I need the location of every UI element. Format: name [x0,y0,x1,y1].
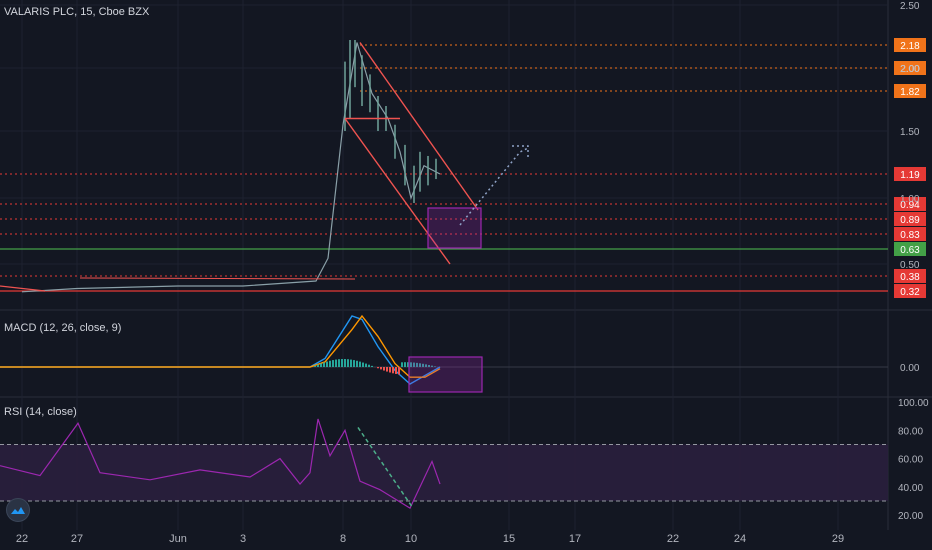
time-axis-tick: 29 [832,533,844,545]
rsi-pane [0,418,888,509]
rsi-axis-tick: 40.00 [898,483,923,494]
time-axis-tick: 17 [569,533,581,545]
price-level-label: 1.19 [900,170,920,181]
logo-icon [11,507,25,514]
rsi-line [0,418,441,509]
price-level-label: 1.82 [900,87,920,98]
time-axis-tick: 22 [667,533,679,545]
price-level-badge [894,197,926,211]
macd-highlight-box [408,356,483,393]
rsi-axis-tick: 100.00 [898,398,929,409]
target-zone-box [427,207,482,249]
projection-arrow [459,145,529,226]
price-axis-tick: 0.50 [900,260,920,271]
time-axis-tick: 22 [16,533,28,545]
time-axis-tick: 8 [340,533,346,545]
brand-logo[interactable] [6,498,30,522]
price-axis-tick: 1.00 [900,194,920,205]
rsi-axis-tick: 80.00 [898,426,923,437]
price-level-badge [894,167,926,181]
chart-drawings [0,42,529,292]
rsi-axis-tick: 60.00 [898,455,923,466]
price-level-label: 2.18 [900,41,920,52]
rsi-trendline [357,427,413,508]
price-levels: 2.18 2.00 1.82 1.19 0.94 0.89 0.83 0.63 0.38 0.32 [0,38,926,298]
price-level-badge [894,242,926,256]
trendline-flat [79,277,356,280]
macd-pane-title: MACD (12, 26, close, 9) [4,322,122,334]
price-level-badge [894,84,926,98]
time-axis-tick: 3 [240,533,246,545]
macd-pane [0,314,888,393]
axes: 2.50 2.00 1.50 1.00 0.50 0.00 100.00 80.00 60.00… [16,1,929,545]
price-level-label: 0.32 [900,287,920,298]
price-level-badge [894,38,926,52]
time-axis-tick: 15 [503,533,515,545]
price-level-badge [894,61,926,75]
time-axis-tick: 27 [71,533,83,545]
price-axis-tick: 2.50 [900,1,920,12]
time-axis-tick: Jun [169,533,187,545]
signal-line [0,314,441,378]
price-level-badge [894,284,926,298]
rsi-band [0,444,888,502]
rsi-axis-tick: 20.00 [898,511,923,522]
price-level-label: 0.38 [900,272,920,283]
price-level-label: 2.00 [900,64,920,75]
price-axis-tick: 2.00 [900,64,920,75]
macd-axis-tick: 0.00 [900,363,920,374]
price-level-label: 0.83 [900,230,920,241]
time-axis-tick: 10 [405,533,417,545]
price-line [21,42,441,293]
rsi-pane-title: RSI (14, close) [4,406,77,418]
price-series [21,40,441,293]
price-level-badge [894,212,926,226]
price-level-label: 0.94 [900,200,920,211]
channel-lower [344,118,451,265]
chart-grid [0,0,932,530]
trendline-left [0,285,46,292]
price-pane-title: VALARIS PLC, 15, Cboe BZX [4,6,150,18]
time-axis-tick: 24 [734,533,746,545]
price-level-label: 0.63 [900,245,920,256]
price-axis-tick: 1.50 [900,127,920,138]
price-level-label: 0.89 [900,215,920,226]
price-level-badge [894,227,926,241]
price-level-badge [894,269,926,283]
channel-upper [359,42,479,211]
